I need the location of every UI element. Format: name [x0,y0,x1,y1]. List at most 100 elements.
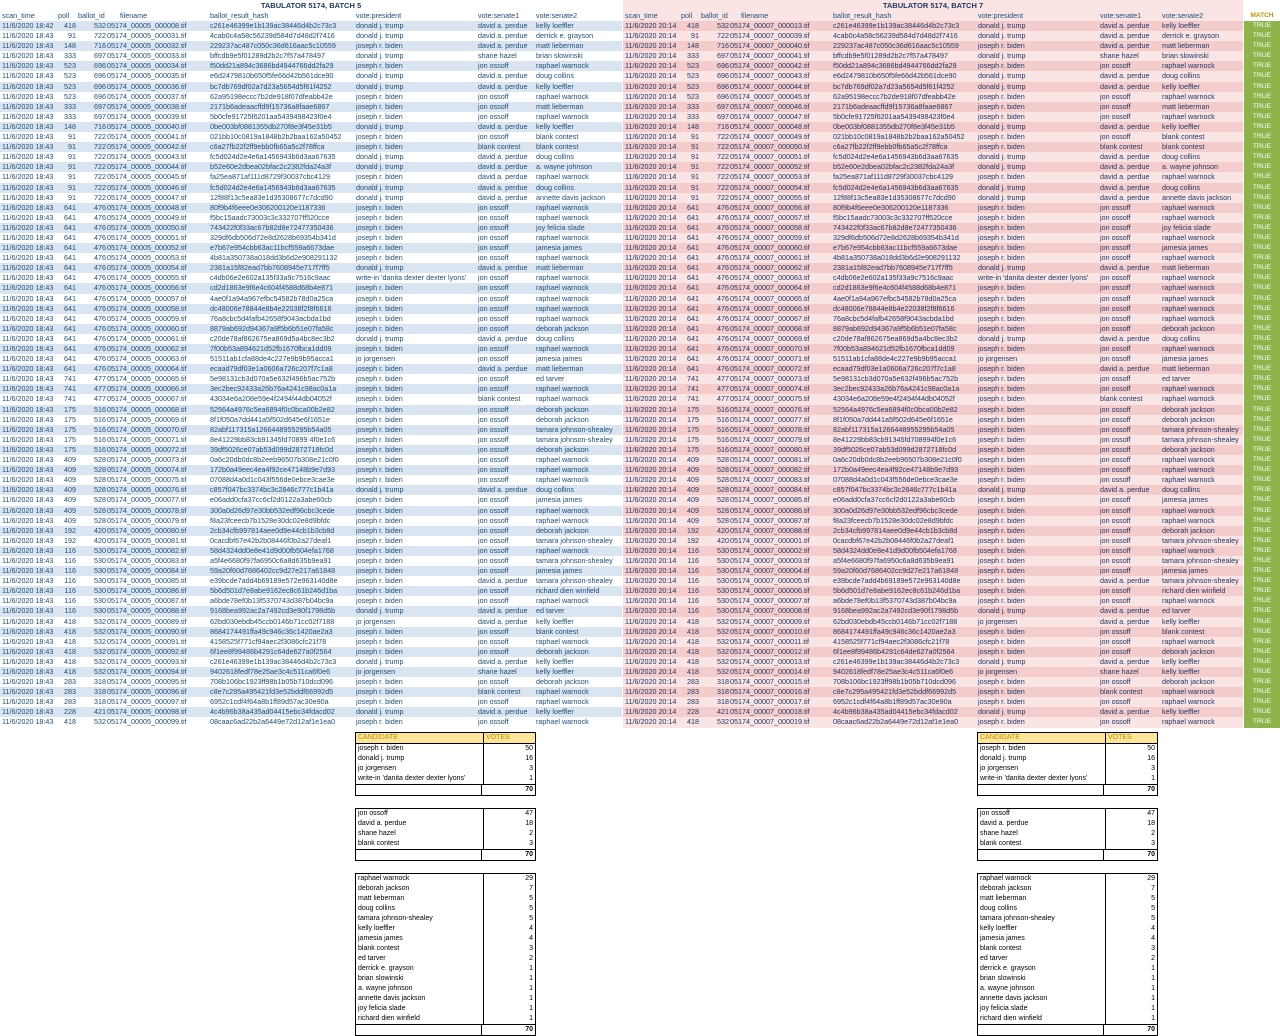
cell-president: joseph r. biden [356,323,403,333]
cell-scan-time: 11/6/2020 18:43 [2,455,54,465]
cell-poll: 228 [687,707,699,717]
cell-president: donald j. trump [356,81,404,91]
cell-scan-time: 11/6/2020 18:43 [2,505,54,515]
cell-senate1: jon ossoff [478,323,509,333]
cell-scan-time: 11/6/2020 18:43 [2,51,54,61]
cell-filename: 05174_00005_000079.tif [107,515,187,525]
cell-filename: 05174_00005_000072.tif [107,444,187,454]
summary-row: jon ossoff 47 [355,808,536,819]
col-filename: filename [741,11,769,20]
cell-hash: c261e46399e1b139ac38446d4b2c73c3 [210,21,337,30]
cell-president: joseph r. biden [356,414,403,424]
cell-scan-time: 11/6/2020 20:14 [625,475,677,485]
table-row: 11/6/2020 18:43 523 696 05174_00005_000034.… [0,61,1280,72]
cell-match: TRUE [1244,364,1280,375]
cell-ballot-id: 476 [717,293,729,303]
cell-president: jo jorgensen [356,616,396,626]
cell-poll: 409 [687,465,699,475]
vote-count: 3 [1151,765,1155,772]
summary-row: david a. perdue 18 [355,819,536,829]
cell-senate1: david a. perdue [1100,192,1150,202]
cell-scan-time: 11/6/2020 18:43 [2,111,54,121]
cell-poll: 91 [68,152,76,162]
table-row: 11/6/2020 18:43 148 716 05174_00005_000032.… [0,41,1280,52]
cell-hash: 708b106bc1923ff98b1b05b710dcd096 [210,677,333,687]
cell-filename: 05174_00007_000016.tif [730,687,810,697]
cell-hash: 6952c1cdf4f64a8b1ff89d57ac30e90a [210,697,329,707]
cell-hash: e7b67e954cbb63ac11bcf559a6673dae [833,243,958,253]
cell-ballot-id: 532 [94,21,106,30]
cell-senate1: shane hazel [1100,51,1139,61]
cell-president: joseph r. biden [978,475,1025,485]
cell-president: joseph r. biden [978,202,1025,212]
summary-row: brian slowinski 1 [355,974,536,984]
cell-ballot-id: 516 [717,434,729,444]
cell-hash: 0cacdbf67e42b2b08446f0b2a27deaf1 [210,535,332,545]
cell-poll: 91 [68,162,76,172]
cell-match: TRUE [1244,101,1280,112]
cell-filename: 05174_00007_000018.tif [730,707,810,717]
cell-hash: 5b6d501d7e8abe9162ec8c61b246d1ba [210,586,338,596]
cell-poll: 116 [64,555,76,565]
cell-filename: 05174_00007_000082.tif [730,465,810,475]
cell-scan-time: 11/6/2020 20:14 [625,545,677,555]
cell-senate2: tamara johnson-shealey [1162,535,1239,545]
cell-ballot-id: 722 [717,142,729,152]
cell-ballot-id: 477 [94,394,106,404]
cell-senate1: jon ossoff [478,283,509,293]
cell-scan-time: 11/6/2020 18:43 [2,121,54,131]
cell-filename: 05174_00007_000008.tif [730,606,810,616]
cell-president: donald j. trump [356,152,404,162]
cell-senate2: tamara johnson-shealey [1162,555,1239,565]
cell-senate1: david a. perdue [478,31,528,41]
cell-senate2: doug collins [1162,485,1200,495]
cell-president: joseph r. biden [978,525,1025,535]
cell-scan-time: 11/6/2020 18:43 [2,182,54,192]
cell-hash: f8a23fceecb7b1528e30dc02e8d9bfdc [833,515,954,525]
cell-match: TRUE [1244,303,1280,314]
cell-hash: c20de78af862675ea869d5a4bc8ec3b2 [833,333,958,343]
cell-hash: 52564a4976c5ea6894f0c0bca00b2e82 [833,404,958,414]
cell-president: joseph r. biden [356,525,403,535]
cell-ballot-id: 420 [94,525,106,535]
cell-poll: 409 [687,455,699,465]
cell-match: TRUE [1244,243,1280,254]
cell-ballot-id: 476 [94,263,106,273]
cell-scan-time: 11/6/2020 20:14 [625,202,677,212]
table-row: 11/6/2020 18:43 91 722 05174_00005_000042.t… [0,142,1280,153]
table-row: 11/6/2020 18:43 192 420 05174_00005_000080.… [0,525,1280,536]
vote-count: 50 [1147,745,1155,752]
cell-scan-time: 11/6/2020 18:43 [2,596,54,606]
candidate-name: richard dien winfield [356,1014,484,1024]
cell-senate1: blank contest [1100,687,1143,697]
cell-filename: 05174_00007_000055.tif [730,192,810,202]
cell-ballot-id: 476 [94,273,106,283]
cell-president: joseph r. biden [356,61,403,71]
cell-president: jo jorgensen [356,354,396,364]
cell-ballot-id: 722 [94,182,106,192]
cell-ballot-id: 716 [717,121,729,131]
cell-filename: 05174_00005_000033.tif [107,51,187,61]
cell-hash: 0cacdbf67e42b2b08446f0b2a27deaf1 [833,535,955,545]
table-row: 11/6/2020 18:43 418 532 05174_00005_000092.… [0,646,1280,657]
cell-senate2: raphael warnock [536,344,589,353]
cell-poll: 148 [64,121,76,131]
cell-senate2: raphael warnock [1162,515,1215,525]
cell-scan-time: 11/6/2020 20:14 [625,404,677,414]
cell-match: TRUE [1244,313,1280,324]
table-row: 11/6/2020 18:43 91 722 05174_00005_000047.t… [0,192,1280,203]
cell-ballot-id: 722 [717,31,729,41]
cell-scan-time: 11/6/2020 18:43 [2,172,54,182]
cell-senate2: raphael warnock [536,505,589,515]
cell-match: TRUE [1244,717,1280,728]
cell-scan-time: 11/6/2020 18:43 [2,344,54,353]
candidate-name: derrick e. grayson [356,964,484,974]
cell-senate1: blank contest [1100,142,1143,152]
cell-president: joseph r. biden [356,455,403,465]
candidate-name: brian slowinski [978,974,1106,984]
cell-filename: 05174_00005_000094.tif [107,667,187,676]
cell-hash: cd2d1863e9f6e4c604f4588d68b4e871 [833,283,957,293]
cell-ballot-id: 528 [94,505,106,515]
cell-scan-time: 11/6/2020 18:43 [2,263,54,273]
cell-senate2: raphael warnock [1162,273,1215,283]
